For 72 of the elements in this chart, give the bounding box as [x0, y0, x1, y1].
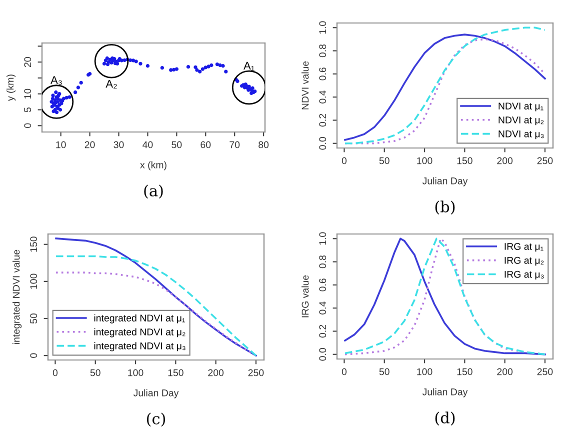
y-tick-label: 5 [24, 107, 32, 112]
x-tick-label: 50 [90, 369, 100, 376]
x-tick-label: 0 [342, 157, 347, 164]
legend-label: NDVI at μ₂ [498, 116, 544, 126]
y-tick-label: 0.6 [319, 278, 326, 292]
x-tick-label: 100 [417, 157, 432, 164]
x-tick-label: 200 [497, 157, 513, 164]
x-tick-label: 0 [52, 369, 58, 376]
x-tick-label: 250 [537, 368, 553, 376]
y-tick-label: 0 [30, 353, 38, 358]
y-tick-label: 0.0 [319, 348, 326, 361]
x-tick-label: 50 [172, 141, 182, 148]
x-tick-label: 200 [208, 369, 224, 376]
line-series [55, 272, 257, 356]
legend-label: integrated NDVI at μ₂ [94, 328, 186, 338]
annotation: A₃ [50, 76, 62, 85]
x-tick-label: 50 [379, 368, 390, 376]
y-tick-label: 0.2 [319, 324, 326, 338]
y-tick-label: 0.4 [319, 90, 326, 104]
annotation: A₁ [244, 62, 254, 70]
y-tick-label: 0 [24, 123, 32, 128]
x-axis-title: Julian Day [422, 177, 468, 186]
y-axis-title: NDVI value [302, 61, 309, 110]
x-axis-title: Julian Day [422, 388, 468, 398]
text: (b) [435, 200, 455, 215]
y-tick-label: 100 [30, 274, 38, 289]
y-axis-title: IRG value [302, 275, 309, 318]
x-tick-label: 150 [457, 368, 472, 376]
x-tick-label: 150 [168, 369, 184, 376]
y-tick-label: 0.0 [319, 136, 326, 150]
legend-label: IRG at μ₁ [504, 243, 544, 252]
y-tick-label: 0.4 [319, 302, 326, 314]
legend-label: integrated NDVI at μ₁ [94, 314, 186, 324]
line-series [344, 238, 546, 356]
x-tick-label: 100 [417, 368, 432, 376]
x-tick-label: 100 [128, 369, 144, 376]
x-axis-title: x (km) [140, 161, 166, 170]
y-axis-title: y (km) [6, 74, 16, 101]
x-tick-label: 60 [200, 141, 211, 148]
x-tick-label: 40 [142, 141, 153, 148]
x-tick-label: 50 [379, 157, 390, 164]
x-tick-label: 30 [114, 141, 124, 148]
y-tick-label: 0.6 [319, 68, 326, 80]
y-tick-label: 150 [30, 236, 38, 252]
x-tick-label: 150 [457, 157, 472, 164]
y-tick-label: 50 [30, 313, 38, 324]
y-tick-label: 0.8 [319, 44, 326, 58]
y-tick-label: 20 [24, 57, 32, 67]
legend-label: integrated NDVI at μ₃ [94, 342, 186, 352]
legend-label: IRG at μ₃ [504, 270, 544, 280]
x-tick-label: 0 [342, 368, 347, 376]
x-tick-label: 10 [56, 141, 66, 148]
y-tick-label: 1.0 [319, 21, 326, 34]
x-tick-label: 200 [497, 368, 513, 376]
x-tick-label: 250 [248, 369, 264, 376]
text: (d) [435, 412, 455, 426]
y-axis-title: integrated NDVI value [12, 250, 22, 344]
annotation: A₂ [106, 80, 117, 89]
text: (a) [144, 184, 163, 199]
x-tick-label: 80 [258, 141, 269, 148]
y-tick-label: 0.2 [319, 114, 326, 127]
y-tick-label: 0.8 [319, 255, 326, 268]
y-tick-label: 1.0 [319, 232, 326, 245]
y-tick-label: 10 [24, 88, 32, 99]
legend-label: NDVI at μ₃ [498, 130, 544, 140]
x-axis-title: Julian Day [133, 389, 179, 398]
text: (c) [146, 412, 166, 427]
x-tick-label: 250 [537, 157, 553, 164]
legend-label: NDVI at μ₁ [498, 102, 544, 112]
x-tick-label: 70 [230, 141, 240, 148]
legend-label: IRG at μ₂ [504, 256, 544, 266]
x-tick-label: 20 [84, 141, 95, 148]
